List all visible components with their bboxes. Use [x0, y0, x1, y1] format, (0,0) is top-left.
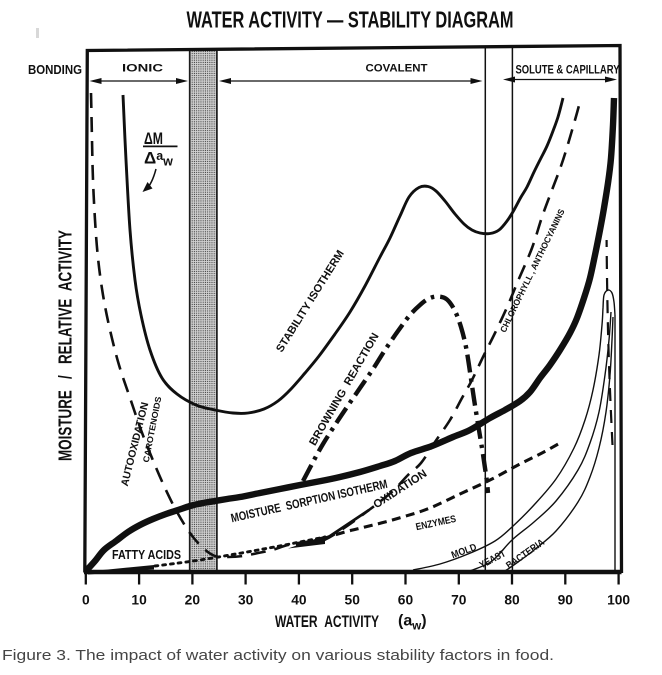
svg-text:40: 40 — [291, 593, 307, 608]
svg-text:50: 50 — [345, 593, 361, 608]
svg-text:COVALENT: COVALENT — [366, 63, 428, 75]
svg-text:70: 70 — [451, 593, 467, 608]
svg-text:90: 90 — [558, 593, 574, 608]
svg-text:MOISTURE / RELATIVE ACTIV: MOISTURE / RELATIVE ACTIVITY — [55, 230, 76, 461]
svg-text:FATTY ACIDS: FATTY ACIDS — [112, 547, 181, 562]
svg-text:0: 0 — [82, 593, 90, 608]
svg-text:IONIC: IONIC — [122, 63, 163, 75]
svg-text:30: 30 — [238, 593, 254, 608]
svg-text:Figure 3. The impact of water: Figure 3. The impact of water activity o… — [2, 647, 554, 664]
svg-text:SOLUTE & CAPILLARY: SOLUTE & CAPILLARY — [516, 65, 620, 77]
svg-text:60: 60 — [398, 593, 414, 608]
svg-text:WATER ACTIVITY: WATER ACTIVITY — [275, 612, 379, 631]
svg-text:10: 10 — [131, 593, 147, 608]
svg-text:WATER ACTIVITY — STABILITY DIA: WATER ACTIVITY — STABILITY DIAGRAM — [187, 7, 514, 33]
svg-text:ΔM: ΔM — [144, 129, 163, 148]
svg-text:20: 20 — [185, 593, 201, 608]
svg-text:100: 100 — [607, 593, 630, 608]
svg-text:BONDING: BONDING — [28, 63, 82, 77]
svg-text:80: 80 — [504, 593, 520, 608]
